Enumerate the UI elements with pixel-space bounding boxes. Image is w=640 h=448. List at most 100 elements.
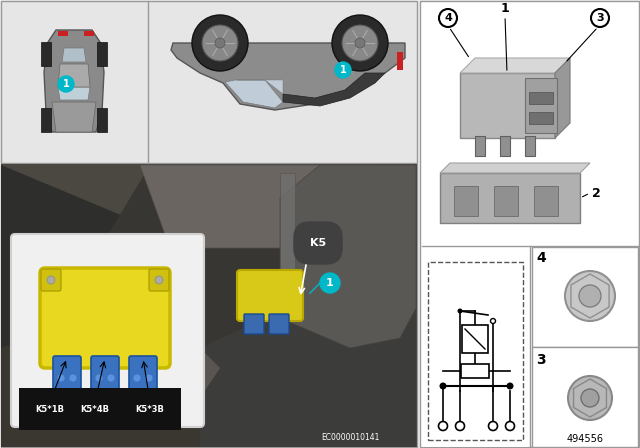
Text: 1: 1 <box>500 1 509 14</box>
FancyBboxPatch shape <box>129 356 157 390</box>
Circle shape <box>440 383 447 389</box>
Circle shape <box>591 9 609 27</box>
Circle shape <box>47 276 55 284</box>
Circle shape <box>506 422 515 431</box>
Text: 3: 3 <box>536 353 546 367</box>
FancyBboxPatch shape <box>244 314 264 334</box>
Text: K5*4B: K5*4B <box>81 405 109 414</box>
Circle shape <box>579 285 601 307</box>
Polygon shape <box>460 58 570 73</box>
FancyBboxPatch shape <box>494 186 518 216</box>
Polygon shape <box>100 165 416 348</box>
Text: 4: 4 <box>536 251 546 265</box>
Circle shape <box>215 38 225 48</box>
Polygon shape <box>62 48 86 62</box>
Circle shape <box>458 309 463 314</box>
Circle shape <box>568 376 612 420</box>
Circle shape <box>438 422 447 431</box>
Circle shape <box>581 389 599 407</box>
FancyBboxPatch shape <box>529 112 553 124</box>
Polygon shape <box>140 165 380 248</box>
Text: 1: 1 <box>326 278 334 288</box>
Circle shape <box>490 319 495 323</box>
Circle shape <box>155 276 163 284</box>
FancyBboxPatch shape <box>91 356 119 390</box>
Text: K5: K5 <box>310 238 326 248</box>
Circle shape <box>57 374 65 382</box>
Text: 1: 1 <box>340 65 346 75</box>
Circle shape <box>439 9 457 27</box>
Circle shape <box>58 76 74 92</box>
FancyBboxPatch shape <box>41 269 61 291</box>
FancyBboxPatch shape <box>525 78 557 133</box>
Text: EC0000010141: EC0000010141 <box>322 433 380 442</box>
Polygon shape <box>44 30 104 132</box>
Polygon shape <box>171 43 405 110</box>
Text: K5*3B: K5*3B <box>136 405 164 414</box>
Polygon shape <box>41 108 51 132</box>
Text: 1: 1 <box>63 79 69 89</box>
Circle shape <box>320 273 340 293</box>
Circle shape <box>133 374 141 382</box>
Circle shape <box>192 15 248 71</box>
Circle shape <box>570 378 602 410</box>
Polygon shape <box>40 318 220 398</box>
Polygon shape <box>280 165 416 348</box>
Polygon shape <box>1 248 200 447</box>
FancyBboxPatch shape <box>454 186 478 216</box>
Polygon shape <box>58 64 90 87</box>
Polygon shape <box>200 248 416 447</box>
FancyBboxPatch shape <box>237 270 303 321</box>
FancyBboxPatch shape <box>462 325 488 353</box>
Polygon shape <box>52 102 96 132</box>
FancyBboxPatch shape <box>525 136 535 156</box>
FancyBboxPatch shape <box>420 1 639 447</box>
FancyBboxPatch shape <box>532 247 638 347</box>
FancyBboxPatch shape <box>40 268 170 368</box>
FancyBboxPatch shape <box>53 356 81 390</box>
FancyBboxPatch shape <box>149 269 169 291</box>
Circle shape <box>107 374 115 382</box>
Circle shape <box>506 383 513 389</box>
FancyBboxPatch shape <box>428 262 523 440</box>
Polygon shape <box>283 73 385 106</box>
Circle shape <box>332 15 388 71</box>
Text: 3: 3 <box>596 13 604 23</box>
Polygon shape <box>440 163 590 173</box>
FancyBboxPatch shape <box>58 31 68 36</box>
Polygon shape <box>41 42 51 66</box>
FancyBboxPatch shape <box>1 164 417 447</box>
FancyBboxPatch shape <box>529 92 553 104</box>
FancyBboxPatch shape <box>84 31 94 36</box>
Polygon shape <box>237 80 283 94</box>
Circle shape <box>565 271 615 321</box>
Polygon shape <box>1 165 200 348</box>
FancyBboxPatch shape <box>440 173 580 223</box>
FancyBboxPatch shape <box>532 347 638 447</box>
Circle shape <box>355 38 365 48</box>
Polygon shape <box>555 58 570 138</box>
Text: 4: 4 <box>444 13 452 23</box>
Circle shape <box>456 422 465 431</box>
FancyBboxPatch shape <box>269 314 289 334</box>
Circle shape <box>488 422 497 431</box>
FancyBboxPatch shape <box>500 136 510 156</box>
FancyBboxPatch shape <box>1 1 417 163</box>
FancyBboxPatch shape <box>1 164 417 447</box>
FancyBboxPatch shape <box>280 173 295 293</box>
Polygon shape <box>97 108 107 132</box>
Text: K5*1B: K5*1B <box>35 405 65 414</box>
Circle shape <box>95 374 103 382</box>
Circle shape <box>335 62 351 78</box>
Circle shape <box>202 25 238 61</box>
FancyBboxPatch shape <box>397 52 403 70</box>
Circle shape <box>567 273 603 309</box>
Polygon shape <box>97 42 107 66</box>
FancyBboxPatch shape <box>461 364 489 378</box>
FancyBboxPatch shape <box>460 73 555 138</box>
FancyBboxPatch shape <box>475 136 485 156</box>
Text: 494556: 494556 <box>566 434 604 444</box>
Polygon shape <box>225 80 283 108</box>
Circle shape <box>145 374 153 382</box>
FancyBboxPatch shape <box>422 247 529 447</box>
